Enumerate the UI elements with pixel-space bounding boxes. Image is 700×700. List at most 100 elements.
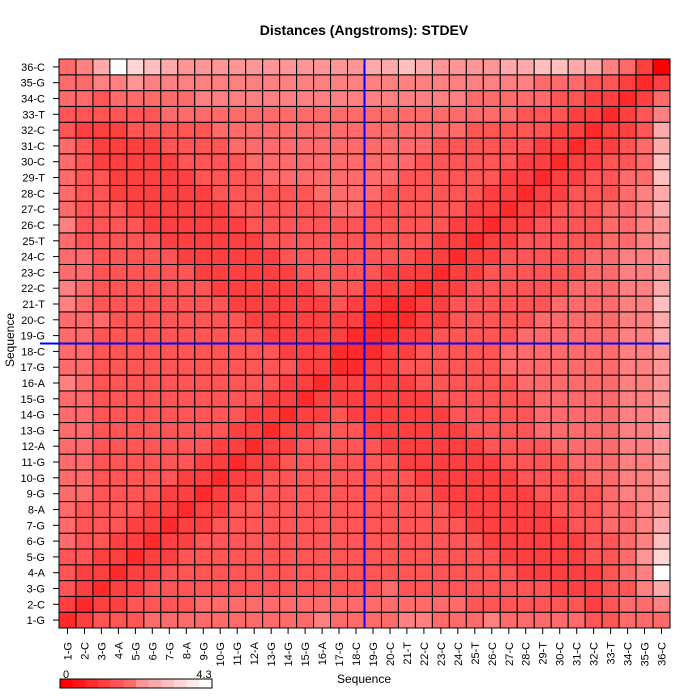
heatmap-cell	[228, 532, 247, 550]
heatmap-cell	[143, 184, 162, 202]
heatmap-cell	[245, 437, 264, 455]
heatmap-cell	[465, 343, 484, 360]
heatmap-cell	[482, 532, 501, 550]
heatmap-cell	[584, 516, 603, 534]
heatmap-cell	[601, 374, 620, 392]
heatmap-cell	[635, 406, 654, 424]
heatmap-cell	[516, 295, 535, 313]
heatmap-cell	[109, 485, 128, 503]
heatmap-cell	[211, 90, 230, 107]
heatmap-cell	[431, 501, 450, 518]
heatmap-cell	[160, 121, 179, 139]
heatmap-cell	[228, 390, 247, 408]
heatmap-cell	[482, 279, 501, 297]
heatmap-cell	[109, 90, 128, 107]
heatmap-cell	[313, 374, 332, 392]
heatmap-cell	[584, 580, 603, 597]
heatmap-cell	[109, 295, 128, 313]
heatmap-cell	[516, 327, 535, 345]
y-axis-label: Sequence	[3, 313, 17, 367]
heatmap-cell	[177, 311, 196, 329]
heatmap-cell	[245, 343, 264, 360]
heatmap-cell	[601, 90, 620, 107]
heatmap-cell	[652, 279, 671, 297]
heatmap-cell	[448, 216, 467, 234]
heatmap-cell	[584, 453, 603, 471]
heatmap-cell	[143, 548, 162, 566]
heatmap-cell	[482, 374, 501, 392]
heatmap-cell	[194, 58, 213, 76]
heatmap-cell	[601, 485, 620, 503]
heatmap-cell	[58, 169, 77, 186]
heatmap-cell	[431, 469, 450, 487]
heatmap-cell	[516, 595, 535, 613]
heatmap-cell	[347, 564, 365, 582]
heatmap-cell	[364, 58, 382, 76]
heatmap-cell	[601, 216, 620, 234]
heatmap-cell	[584, 58, 603, 76]
heatmap-cell	[414, 248, 433, 265]
x-tick-label: 7-G	[164, 642, 176, 660]
heatmap-cell	[296, 184, 315, 202]
heatmap-cell	[211, 406, 230, 424]
heatmap-cell	[279, 358, 298, 376]
heatmap-cell	[601, 248, 620, 265]
heatmap-cell	[414, 232, 433, 250]
heatmap-cell	[92, 406, 111, 424]
heatmap-cell	[364, 611, 382, 629]
x-tick-label: 1-G	[63, 642, 75, 660]
heatmap-cell	[380, 105, 399, 123]
heatmap-cell	[635, 501, 654, 518]
x-tick-label: 31-C	[572, 642, 584, 666]
heatmap-cell	[313, 595, 332, 613]
heatmap-cell	[550, 279, 569, 297]
heatmap-cell	[465, 374, 484, 392]
heatmap-cell	[550, 58, 569, 76]
heatmap-cell	[160, 469, 179, 487]
heatmap-cell	[364, 516, 382, 534]
heatmap-cell	[431, 279, 450, 297]
heatmap-cell	[567, 595, 586, 613]
heatmap-cell	[245, 390, 264, 408]
heatmap-cell	[380, 595, 399, 613]
heatmap-cell	[194, 358, 213, 376]
heatmap-cell	[313, 422, 332, 439]
heatmap-cell	[211, 327, 230, 345]
heatmap-cell	[177, 501, 196, 518]
heatmap-cell	[228, 343, 247, 360]
heatmap-cell	[160, 564, 179, 582]
y-tick-label: 2-C	[27, 599, 45, 611]
heatmap-cell	[364, 311, 382, 329]
heatmap-cell	[499, 453, 518, 471]
heatmap-cell	[652, 343, 671, 360]
heatmap-cell	[313, 74, 332, 92]
heatmap-cell	[92, 169, 111, 186]
heatmap-cell	[313, 453, 332, 471]
heatmap-cell	[618, 358, 637, 376]
heatmap-cell	[177, 232, 196, 250]
heatmap-cell	[262, 169, 281, 186]
heatmap-cell	[160, 548, 179, 566]
heatmap-cell	[347, 532, 365, 550]
heatmap-cell	[618, 169, 637, 186]
heatmap-cell	[126, 248, 145, 265]
heatmap-cell	[194, 90, 213, 107]
heatmap-cell	[584, 153, 603, 171]
heatmap-cell	[75, 74, 94, 92]
heatmap-cell	[516, 216, 535, 234]
heatmap-cell	[279, 516, 298, 534]
colorbar-swatch	[148, 679, 162, 688]
heatmap-cell	[567, 263, 586, 281]
heatmap-cell	[550, 311, 569, 329]
heatmap-cell	[296, 232, 315, 250]
heatmap-cell	[533, 90, 552, 107]
heatmap-cell	[601, 580, 620, 597]
heatmap-cell	[279, 137, 298, 155]
heatmap-cell	[516, 611, 535, 629]
heatmap-cell	[601, 343, 620, 360]
heatmap-cell	[380, 169, 399, 186]
heatmap-cell	[414, 469, 433, 487]
heatmap-cell	[143, 595, 162, 613]
heatmap-cell	[550, 90, 569, 107]
heatmap-cell	[177, 105, 196, 123]
